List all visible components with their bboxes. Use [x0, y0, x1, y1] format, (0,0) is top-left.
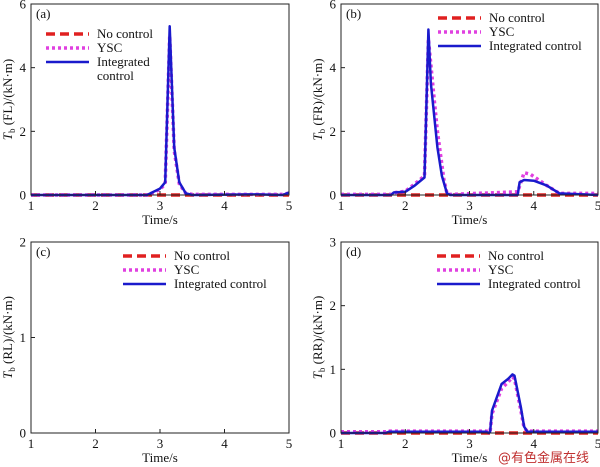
- y-axis-label: Tb (FL)/(kN·m): [0, 59, 17, 140]
- series-line-ysc: [341, 375, 598, 434]
- y-tick-label: 4: [20, 60, 27, 75]
- legend-label: Integrated: [97, 54, 150, 69]
- panel-label: (b): [346, 6, 361, 21]
- x-tick-label: 5: [286, 436, 293, 451]
- x-tick-label: 4: [221, 198, 228, 213]
- legend-label: No control: [488, 248, 544, 263]
- y-tick-label: 0: [330, 188, 337, 203]
- x-tick-label: 4: [531, 198, 538, 213]
- series-line-integrated-control: [341, 28, 599, 197]
- x-tick-label: 5: [286, 198, 293, 213]
- y-tick-label: 1: [20, 330, 27, 345]
- y-tick-label: 2: [20, 235, 27, 250]
- x-tick-label: 2: [402, 436, 409, 451]
- y-tick-label: 0: [20, 188, 27, 203]
- legend-label: control: [97, 68, 134, 83]
- y-tick-label: 6: [330, 0, 337, 12]
- x-tick-label: 4: [221, 436, 228, 451]
- subplot-b: 1 2 3 4 5 0 2 4 6 Time/s Tb (FR)/(kN·m) (b) No contr…: [310, 0, 600, 227]
- x-tick-label: 3: [466, 198, 473, 213]
- panel-label: (a): [36, 6, 50, 21]
- y-tick-label: 0: [20, 426, 27, 441]
- series-line-integrated-control: [31, 25, 290, 197]
- x-axis-label: Time/s: [142, 450, 178, 465]
- x-tick-label: 1: [28, 198, 35, 213]
- y-axis-label: Tb (FR)/(kN·m): [310, 58, 327, 140]
- y-axis-label: Tb (RR)/(kN·m): [310, 296, 327, 380]
- y-tick-label: 2: [20, 124, 27, 139]
- x-tick-label: 1: [338, 198, 345, 213]
- x-axis-label: Time/s: [452, 450, 488, 465]
- legend-label: YSC: [174, 262, 199, 277]
- legend-label: YSC: [489, 24, 514, 39]
- x-axis-label: Time/s: [452, 212, 488, 227]
- legend-label: Integrated control: [174, 276, 267, 291]
- legend-label: Integrated control: [489, 38, 582, 53]
- y-tick-label: 2: [330, 124, 337, 139]
- x-tick-label: 3: [157, 436, 164, 451]
- x-tick-label: 3: [466, 436, 473, 451]
- y-axis-label: Tb (RL)/(kN·m): [0, 296, 17, 379]
- panel-label: (d): [346, 244, 361, 259]
- x-tick-label: 2: [402, 198, 409, 213]
- y-tick-label: 2: [330, 298, 337, 313]
- x-tick-label: 4: [531, 436, 538, 451]
- series-line-ysc: [341, 37, 598, 197]
- x-tick-label: 2: [92, 436, 99, 451]
- panel-label: (c): [36, 244, 50, 259]
- y-tick-label: 0: [330, 426, 337, 441]
- series-line-integrated-control: [341, 373, 598, 435]
- x-tick-label: 2: [92, 198, 99, 213]
- plot-frame: [30, 3, 290, 196]
- watermark-container: @有色金属在线: [498, 447, 589, 467]
- legend-label: YSC: [97, 40, 122, 55]
- y-tick-label: 1: [330, 362, 337, 377]
- legend-label: Integrated control: [488, 276, 581, 291]
- x-tick-label: 5: [595, 198, 600, 213]
- subplot-a: 1 2 3 4 5 0 2 4 6 Time/s Tb (FL)/(kN·m) (a) No contr…: [0, 0, 292, 227]
- x-tick-label: 5: [595, 436, 600, 451]
- x-tick-label: 1: [338, 436, 345, 451]
- x-axis-label: Time/s: [142, 212, 178, 227]
- watermark: @有色金属在线: [498, 451, 590, 466]
- legend-label: No control: [174, 248, 230, 263]
- y-tick-label: 4: [330, 60, 337, 75]
- x-tick-label: 1: [28, 436, 35, 451]
- legend-label: YSC: [488, 262, 513, 277]
- series-line-ysc: [31, 34, 290, 197]
- x-tick-label: 3: [157, 198, 164, 213]
- legend-label: No control: [489, 10, 545, 25]
- y-tick-label: 3: [330, 235, 337, 250]
- y-tick-label: 6: [20, 0, 27, 12]
- legend-label: No control: [97, 26, 153, 41]
